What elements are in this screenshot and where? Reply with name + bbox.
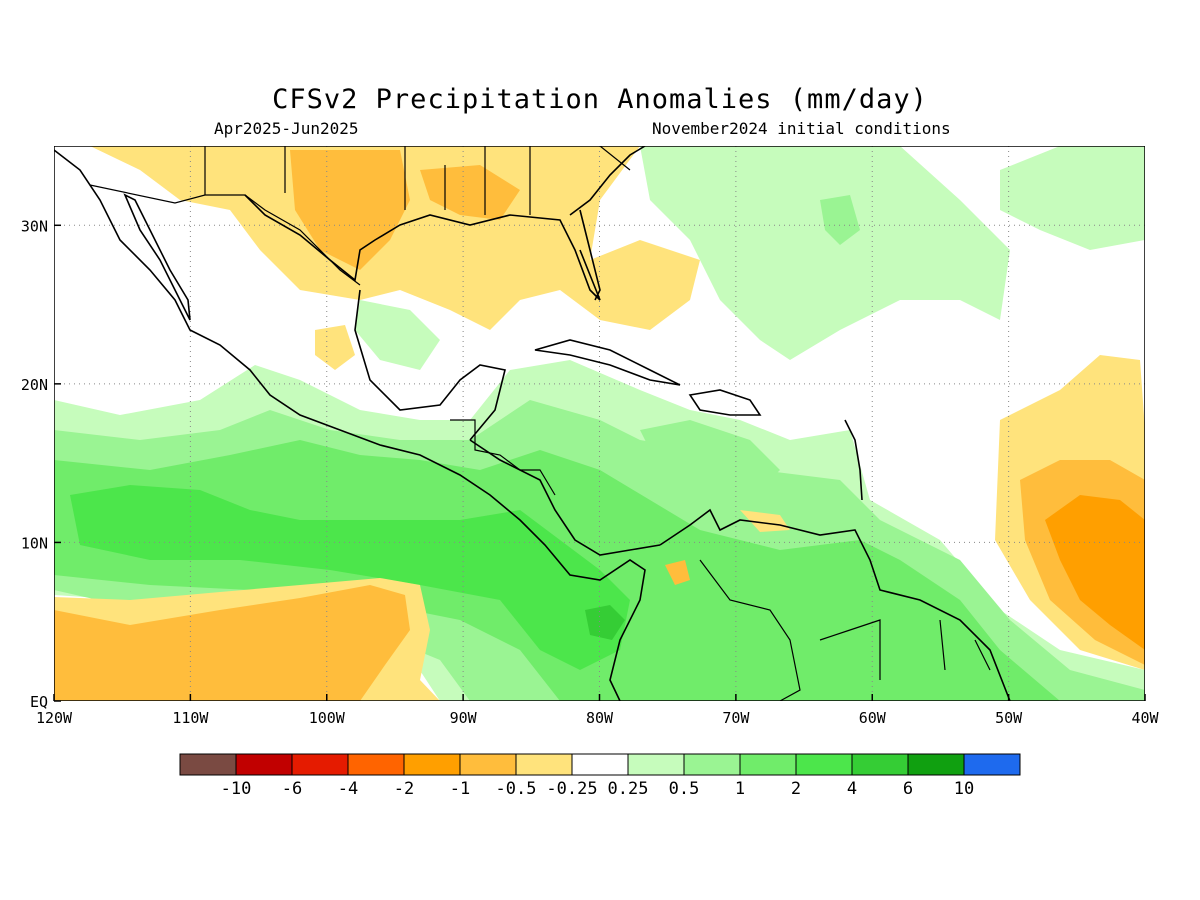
colorbar-label: -6 [282, 779, 302, 799]
coastline-cuba [534, 339, 681, 386]
wet-region-colombia-core [585, 605, 625, 640]
colorbar-label: 0.5 [669, 779, 700, 799]
lon-tick-label: 100W [309, 709, 346, 727]
lon-tick-label: 110W [172, 709, 209, 727]
dry-region-mexico-pacific [315, 325, 355, 370]
dry-region-venezuela-coast [740, 510, 790, 532]
lat-tick-label: 30N [21, 217, 48, 235]
lon-tick-label: 90W [450, 709, 478, 727]
colorbar-label: -4 [338, 779, 358, 799]
colorbar-label: -2 [394, 779, 414, 799]
colorbar-swatch [179, 753, 237, 776]
initial-conditions: November2024 initial conditions [652, 119, 951, 138]
map-area [54, 146, 1145, 701]
border-central-america [450, 419, 556, 496]
wet-region-atlantic-patch [820, 195, 860, 245]
dry-region-colombia-patch [665, 560, 690, 585]
border-south-america [699, 559, 991, 701]
colorbar-swatch [795, 753, 853, 776]
border-us-states [204, 146, 631, 215]
coastline-lesser-antilles [844, 419, 863, 501]
chart-title: CFSv2 Precipitation Anomalies (mm/day) [272, 84, 928, 115]
colorbar-swatch [739, 753, 797, 776]
border-us-mexico [89, 184, 361, 286]
lat-tick-label: 10N [21, 534, 48, 552]
wet-region-northwest-atlantic [640, 146, 1010, 360]
colorbar-label: 2 [791, 779, 801, 799]
colorbar-swatch [515, 753, 573, 776]
lon-tick-label: 40W [1131, 709, 1159, 727]
colorbar: -10 -6 -4 -2 -1 -0.5 -0.25 0.25 0.5 1 2 4 6 10 [179, 753, 1021, 799]
colorbar-label: 0.25 [608, 779, 649, 799]
wet-region-east-atlantic [1000, 146, 1145, 250]
lon-tick-label: 50W [995, 709, 1023, 727]
dry-region-pacific-south-core [54, 585, 410, 701]
colorbar-swatch [291, 753, 349, 776]
coastline-central-america [469, 439, 661, 556]
colorbar-label: -0.5 [496, 779, 537, 799]
coastline-mexico-pacific [54, 149, 646, 701]
colorbar-swatch [235, 753, 293, 776]
lon-tick-label: 120W [36, 709, 73, 727]
colorbar-label: -1 [450, 779, 470, 799]
dry-region-us-south [90, 146, 700, 330]
lon-tick-label: 70W [722, 709, 750, 727]
colorbar-swatch [347, 753, 405, 776]
colorbar-label: 1 [735, 779, 745, 799]
colorbar-swatch [571, 753, 629, 776]
colorbar-swatch [907, 753, 965, 776]
colorbar-label: -0.25 [546, 779, 597, 799]
wet-region-gulf-patch [355, 300, 440, 370]
colorbar-swatch [963, 753, 1021, 776]
lon-tick-label: 80W [586, 709, 614, 727]
map-axes: 120W 110W 100W 90W 80W 70W 60W 50W 40W EQ 10N 20N 30… [21, 217, 1160, 727]
coastline-south-america [659, 508, 1011, 701]
dry-anomaly-regions [54, 146, 1145, 701]
dry-region-texas [290, 150, 410, 270]
coastline-yucatan [354, 289, 506, 441]
wet-region-eastpac-core [70, 485, 630, 670]
coastlines [54, 146, 1011, 701]
colorbar-label: 10 [954, 779, 974, 799]
coastline-hispaniola [688, 389, 762, 416]
colorbar-label: 6 [903, 779, 913, 799]
colorbar-swatch [627, 753, 685, 776]
colorbar-swatch [459, 753, 517, 776]
wet-region-caribbean-south [640, 420, 780, 500]
lat-tick-label: 20N [21, 376, 48, 394]
dry-region-east-atlantic-core [1045, 495, 1145, 650]
borders [89, 146, 991, 701]
forecast-period: Apr2025-Jun2025 [214, 119, 359, 138]
coastline-gulf-of-mexico [244, 194, 601, 301]
lat-tick-label: EQ [30, 693, 48, 711]
coastline-baja [123, 193, 191, 321]
coastline-us-east [569, 146, 646, 216]
coastline-florida [579, 209, 601, 301]
colorbar-swatch [683, 753, 741, 776]
colorbar-label: -10 [221, 779, 252, 799]
lon-tick-label: 60W [859, 709, 887, 727]
colorbar-swatch [851, 753, 909, 776]
colorbar-swatch [403, 753, 461, 776]
colorbar-label: 4 [847, 779, 857, 799]
map-grid [54, 146, 1145, 701]
